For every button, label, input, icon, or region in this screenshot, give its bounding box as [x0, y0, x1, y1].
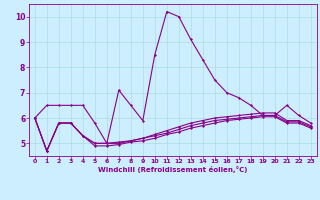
X-axis label: Windchill (Refroidissement éolien,°C): Windchill (Refroidissement éolien,°C): [98, 166, 247, 173]
